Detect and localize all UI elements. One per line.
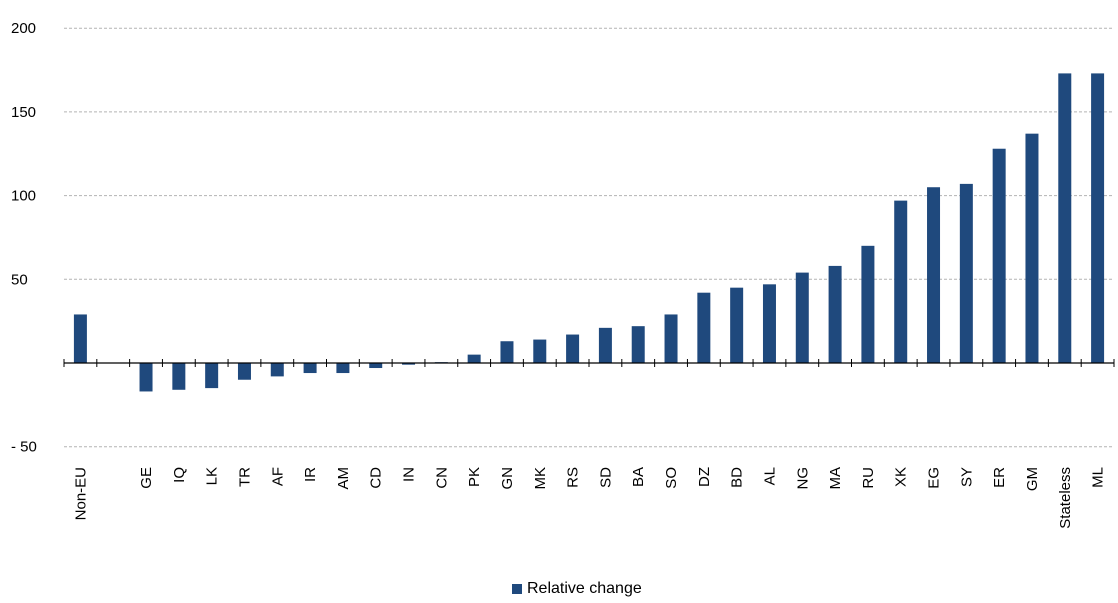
- bar: [533, 339, 547, 363]
- legend-swatch: [512, 584, 522, 594]
- bar: [270, 363, 284, 377]
- bar: [861, 245, 875, 363]
- bar: [139, 363, 153, 392]
- x-tick-label: MA: [827, 467, 844, 490]
- x-tick-label: MK: [532, 467, 549, 490]
- x-tick-label: PK: [466, 467, 483, 487]
- y-tick-label: 150: [11, 104, 36, 121]
- x-tick-label: IR: [302, 467, 319, 482]
- bar: [303, 363, 317, 374]
- y-tick-label: 200: [11, 20, 36, 37]
- x-tick-label: RS: [565, 467, 582, 488]
- bar: [631, 326, 645, 363]
- x-tick-label: BD: [729, 467, 746, 488]
- bar: [795, 272, 809, 363]
- bar: [828, 265, 842, 363]
- x-tick-label: GN: [499, 467, 516, 490]
- y-tick-label: 50: [11, 271, 28, 288]
- bar: [894, 200, 908, 363]
- bar: [992, 148, 1006, 363]
- x-tick-label: TR: [236, 467, 253, 487]
- x-tick-label: CN: [433, 467, 450, 489]
- x-tick-label: EG: [926, 467, 943, 489]
- x-tick-label: XK: [893, 467, 910, 487]
- x-tick-label: SD: [597, 467, 614, 488]
- bar: [172, 363, 186, 390]
- x-tick-label: IN: [401, 467, 418, 482]
- x-tick-label: DZ: [696, 467, 713, 487]
- grid-lines: [64, 27, 1114, 448]
- x-tick-label: AL: [761, 467, 778, 485]
- x-tick-labels: Non-EU GE IQ LK TR AF IR AM CD IN CN PK GN MK RS SD BA SO…: [72, 467, 1106, 529]
- y-tick-label: - 50: [11, 439, 37, 456]
- x-tick-label: ER: [991, 467, 1008, 488]
- bar: [336, 363, 350, 374]
- bar: [1058, 73, 1072, 363]
- bar: [959, 183, 973, 363]
- x-tick-label: ML: [1090, 467, 1107, 488]
- x-tick-label: AM: [335, 467, 352, 490]
- bar: [664, 314, 678, 363]
- bar: [369, 363, 383, 369]
- bar: [205, 363, 219, 389]
- x-tick-label: SY: [958, 467, 975, 487]
- y-tick-label: 100: [11, 188, 36, 205]
- bar: [927, 187, 941, 363]
- x-tick-label: Stateless: [1057, 467, 1074, 529]
- bar: [500, 341, 514, 363]
- bar: [566, 334, 580, 363]
- x-tick-label: RU: [860, 467, 877, 489]
- bar: [697, 292, 711, 363]
- x-tick-label: NG: [794, 467, 811, 490]
- bars: [73, 73, 1105, 392]
- x-axis: [63, 359, 1115, 367]
- legend: Relative change: [512, 580, 642, 598]
- legend-label: Relative change: [527, 580, 642, 597]
- bar: [467, 354, 481, 363]
- bar: [237, 363, 251, 380]
- x-tick-label: GE: [138, 467, 155, 489]
- bar: [598, 327, 612, 363]
- x-tick-label: GM: [1024, 467, 1041, 491]
- y-tick-labels: 200 150 100 50 - 50: [11, 20, 37, 456]
- x-tick-label: BA: [630, 467, 647, 487]
- bar: [73, 314, 87, 363]
- x-tick-label: SO: [663, 467, 680, 489]
- x-tick-label: Non-EU: [72, 467, 89, 520]
- x-tick-label: IQ: [171, 467, 188, 483]
- bar: [730, 287, 744, 363]
- bar: [762, 284, 776, 363]
- x-tick-label: AF: [269, 467, 286, 486]
- bar: [1091, 73, 1105, 363]
- bar: [402, 363, 416, 365]
- x-tick-label: LK: [204, 467, 221, 485]
- bar: [1025, 133, 1039, 363]
- x-tick-label: CD: [368, 467, 385, 489]
